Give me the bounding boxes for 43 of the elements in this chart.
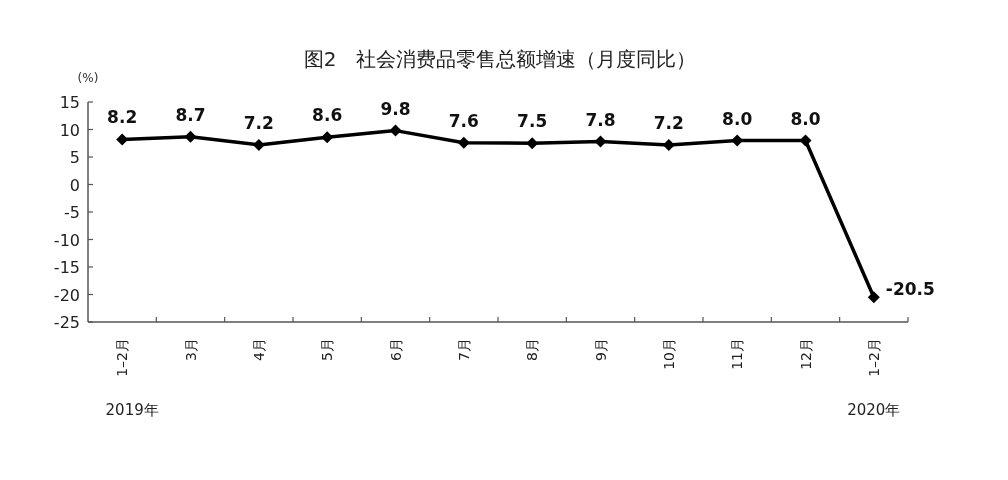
text: 2020年 xyxy=(847,401,901,419)
data-label: 7.6 xyxy=(448,110,479,131)
point xyxy=(252,138,265,151)
data-label: -20.5 xyxy=(885,279,935,300)
data-label: 7.8 xyxy=(585,109,616,130)
y-tick-label: 10 xyxy=(59,120,80,140)
x-tick-label: 5月 xyxy=(319,338,336,361)
x-tick-label: 11月 xyxy=(729,338,746,370)
point xyxy=(867,291,880,304)
point xyxy=(321,131,334,144)
y-tick-label: -25 xyxy=(53,313,80,332)
x-tick-label: 4月 xyxy=(250,338,267,361)
data-label: 8.0 xyxy=(722,108,753,129)
point xyxy=(389,124,402,137)
x-tick-label: 12月 xyxy=(797,338,814,370)
x-tick-label: 10月 xyxy=(660,338,677,370)
x-tick-label: 9月 xyxy=(592,338,609,361)
x-tick-label: 3月 xyxy=(182,338,199,361)
y-tick-label: -10 xyxy=(53,230,80,250)
y-tick-label: -20 xyxy=(53,285,80,305)
data-label: 7.2 xyxy=(243,112,274,133)
y-tick-label: -5 xyxy=(64,203,80,222)
x-tick-label: 8月 xyxy=(524,338,541,361)
x-tick-label: 1–2月 xyxy=(114,338,131,377)
y-tick-label: -15 xyxy=(53,258,80,277)
text: 2019年 xyxy=(105,401,159,419)
y-tick-label: 0 xyxy=(69,175,80,195)
point xyxy=(457,136,470,149)
data-label: 7.5 xyxy=(517,111,548,132)
data-label: 8.0 xyxy=(790,108,821,129)
data-label: 8.6 xyxy=(312,105,343,126)
y-tick-label: 5 xyxy=(69,148,80,167)
x-tick-label: 1–2月 xyxy=(865,338,882,377)
y-tick-label: 15 xyxy=(59,93,80,112)
x-tick-label: 6月 xyxy=(387,338,404,361)
data-label: 7.2 xyxy=(653,112,684,133)
x-tick-label: 7月 xyxy=(455,338,472,361)
data-label: 8.7 xyxy=(175,104,206,125)
data-label: 8.2 xyxy=(107,107,138,128)
data-label: 9.8 xyxy=(380,98,411,119)
y-axis-title: (%) xyxy=(77,71,99,85)
chart-title: 图2 社会消费品零售总额增速（月度同比） xyxy=(303,47,697,71)
point xyxy=(184,130,197,143)
